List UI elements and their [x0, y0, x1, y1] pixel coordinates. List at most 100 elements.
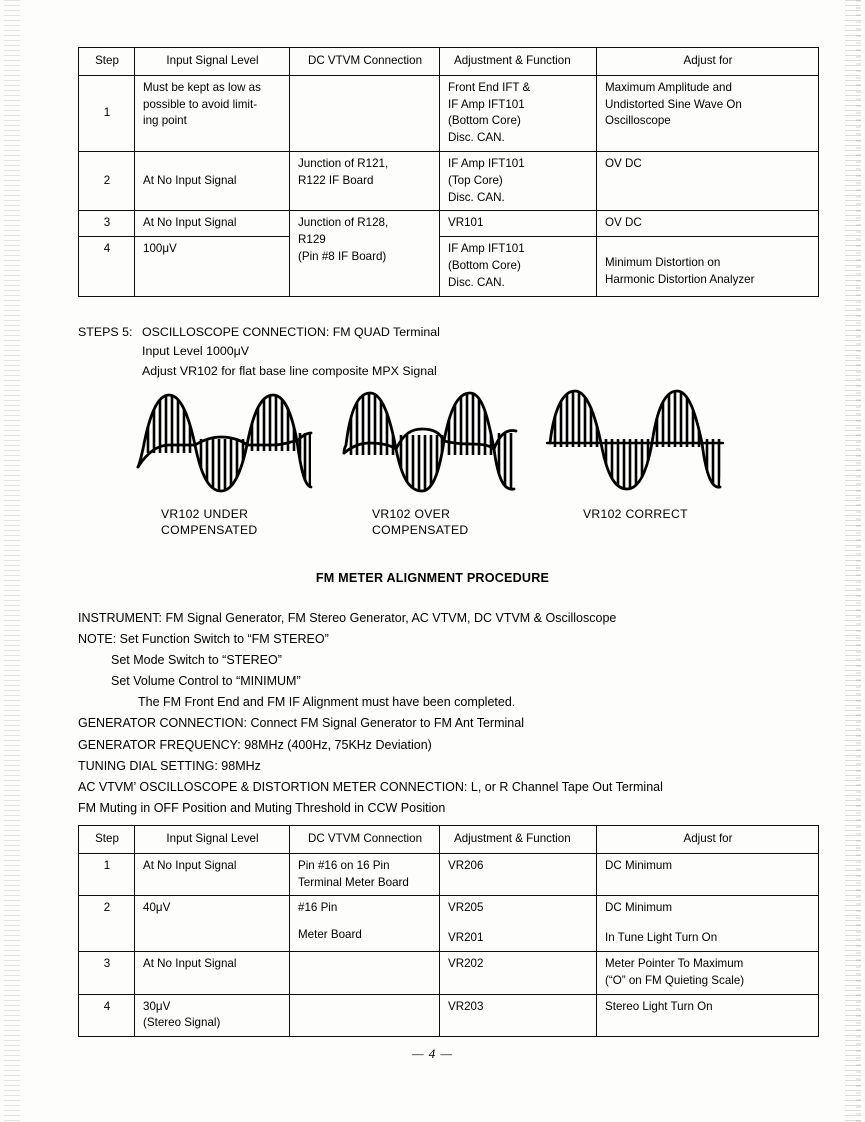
cell-dc-vtvm-connection — [289, 74, 440, 152]
col-header-step: Step — [78, 47, 135, 76]
note-line-2: Set Mode Switch to “STEREO” — [111, 653, 282, 668]
cell-adjust-for: Maximum Amplitude and Undistorted Sine W… — [596, 74, 819, 152]
generator-frequency-line: GENERATOR FREQUENCY: 98MHz (400Hz, 75KHz… — [78, 737, 432, 752]
note-line-3: Set Volume Control to “MINIMUM” — [111, 674, 301, 689]
cell-adjust-for: DC Minimum — [596, 852, 819, 897]
cell-adjustment-function: IF Amp IFT101 (Bottom Core) Disc. CAN. — [439, 236, 597, 297]
cell-input-signal-level: At No Input Signal — [134, 210, 290, 238]
waveform-under-compensated-icon — [136, 393, 313, 493]
cell-dc-vtvm-connection — [289, 993, 440, 1038]
table-row: 4 30μV (Stereo Signal) VR203 Stereo Ligh… — [78, 993, 819, 1038]
cell-input-signal-level: 100μV — [134, 236, 290, 297]
cell-adjustment-function: VR205 VR201 — [439, 895, 597, 952]
col-header-adjustment-function: Adjustment & Function — [439, 47, 597, 76]
scan-noise-right-margin — [845, 0, 861, 1122]
waveform-correct-icon — [545, 389, 725, 491]
cell-adjustment-function: VR101 — [439, 210, 597, 238]
cell-adjust-for: OV DC — [596, 150, 819, 212]
cell-input-signal-level: At No Input Signal — [134, 950, 290, 995]
col-header-adjust-for: Adjust for — [596, 825, 819, 854]
steps5-line-2: Input Level 1000μV — [78, 345, 440, 357]
cell-adjust-for: OV DC — [596, 210, 819, 238]
steps5-line-1: STEPS 5: OSCILLOSCOPE CONNECTION: FM QUAD… — [78, 325, 440, 339]
figure-caption-line2: COMPENSATED — [161, 522, 258, 537]
cell-dc-vtvm-connection: Pin #16 on 16 Pin Terminal Meter Board — [289, 852, 440, 897]
figure-caption-line1: VR102 CORRECT — [583, 507, 688, 521]
generator-connection-line: GENERATOR CONNECTION: Connect FM Signal … — [78, 716, 524, 731]
cell-input-signal-level: Must be kept as low as possible to avoid… — [134, 74, 290, 152]
figure-correct: VR102 CORRECT — [545, 383, 725, 523]
cell-dc-vtvm-connection-merged: Junction of R128, R129 (Pin #8 IF Board) — [289, 210, 440, 297]
cell-adjust-for: Meter Pointer To Maximum (“O” on FM Quie… — [596, 950, 819, 995]
steps5-adjust-instruction: Adjust VR102 for flat base line composit… — [142, 363, 437, 378]
steps5-label: STEPS 5: — [78, 325, 133, 339]
col-header-adjust-for: Adjust for — [596, 47, 819, 76]
cell-adjustment-function: VR202 — [439, 950, 597, 995]
table-row: 1 At No Input Signal Pin #16 on 16 Pin T… — [78, 852, 819, 897]
fm-muting-line: FM Muting in OFF Position and Muting Thr… — [78, 800, 446, 815]
col-header-dc-vtvm-connection: DC VTVM Connection — [289, 825, 440, 854]
cell-adjust-for: DC Minimum In Tune Light Turn On — [596, 895, 819, 952]
cell-step: 3 — [78, 210, 135, 238]
mpx-waveform-figures: VR102 UNDER COMPENSATED — [135, 383, 735, 543]
table-header-row: Step Input Signal Level DC VTVM Connecti… — [78, 47, 819, 76]
cell-input-signal-level: At No Input Signal — [134, 852, 290, 897]
cell-step: 1 — [78, 852, 135, 897]
table-row: 3 At No Input Signal Junction of R128, R… — [78, 210, 819, 297]
figure-caption-line1: VR102 UNDER — [161, 507, 249, 521]
figure-caption: VR102 CORRECT — [545, 507, 725, 523]
cell-adjustment-function: VR206 — [439, 852, 597, 897]
cell-step: 4 — [78, 236, 135, 297]
cell-dc-vtvm-connection: #16 Pin Meter Board — [289, 895, 440, 952]
scan-noise-left-margin — [4, 0, 20, 1122]
cell-adjustment-function: IF Amp IFT101 (Top Core) Disc. CAN. — [439, 150, 597, 212]
cell-adjust-for: Minimum Distortion on Harmonic Distortio… — [596, 236, 819, 297]
col-header-input-signal-level: Input Signal Level — [134, 47, 290, 76]
cell-step: 4 — [78, 993, 135, 1038]
figure-over-compensated: VR102 OVER COMPENSATED — [340, 383, 520, 538]
cell-input-signal-level: 30μV (Stereo Signal) — [134, 993, 290, 1038]
note-line-1: NOTE: Set Function Switch to “FM STEREO” — [78, 632, 329, 647]
cell-adjust-for: Stereo Light Turn On — [596, 993, 819, 1038]
meter-alignment-body: INSTRUMENT: FM Signal Generator, FM Ster… — [78, 612, 663, 823]
steps5-oscilloscope-connection: OSCILLOSCOPE CONNECTION: FM QUAD Termina… — [142, 325, 440, 339]
table-row: 1 Must be kept as low as possible to avo… — [78, 74, 819, 152]
figure-caption: VR102 UNDER COMPENSATED — [135, 507, 315, 538]
cell-dc-vtvm-connection — [289, 950, 440, 995]
col-header-adjustment-function: Adjustment & Function — [439, 825, 597, 854]
note-line-4: The FM Front End and FM IF Alignment mus… — [138, 695, 516, 710]
cell-adjustment-function: VR203 — [439, 993, 597, 1038]
waveform-over-compensated-icon — [342, 391, 518, 493]
cell-step: 2 — [78, 895, 135, 952]
cell-adjustment-function: Front End IFT & IF Amp IFT101 (Bottom Co… — [439, 74, 597, 152]
instrument-line: INSTRUMENT: FM Signal Generator, FM Ster… — [78, 611, 617, 625]
section-title-fm-meter-alignment: FM METER ALIGNMENT PROCEDURE — [315, 571, 550, 585]
vtvm-oscilloscope-connection-line: AC VTVM’ OSCILLOSCOPE & DISTORTION METER… — [78, 779, 663, 794]
cell-input-signal-level: At No Input Signal — [134, 150, 290, 212]
cell-step: 1 — [78, 74, 135, 152]
if-alignment-table: Step Input Signal Level DC VTVM Connecti… — [78, 47, 819, 297]
table-row: 2 At No Input Signal Junction of R121, R… — [78, 150, 819, 212]
scan-noise-right-edge — [856, 0, 861, 1122]
col-header-step: Step — [78, 825, 135, 854]
cell-step: 3 — [78, 950, 135, 995]
steps5-block: STEPS 5: OSCILLOSCOPE CONNECTION: FM QUAD… — [78, 326, 440, 384]
col-header-dc-vtvm-connection: DC VTVM Connection — [289, 47, 440, 76]
meter-alignment-table: Step Input Signal Level DC VTVM Connecti… — [78, 825, 819, 1038]
figure-caption-line1: VR102 OVER — [372, 507, 451, 521]
figure-under-compensated: VR102 UNDER COMPENSATED — [135, 383, 315, 538]
table-row: 3 At No Input Signal VR202 Meter Pointer… — [78, 950, 819, 995]
cell-dc-vtvm-connection: Junction of R121, R122 IF Board — [289, 150, 440, 212]
page-footer: — 4 — — [411, 1046, 454, 1061]
table-row: 4 100μV IF Amp IFT101 (Bottom Core) Disc… — [78, 236, 819, 297]
tuning-dial-setting-line: TUNING DIAL SETTING: 98MHz — [78, 758, 261, 773]
cell-step: 2 — [78, 150, 135, 212]
table-row: 2 40μV #16 Pin Meter Board VR205 VR201 D… — [78, 895, 819, 952]
figure-caption: VR102 OVER COMPENSATED — [340, 507, 520, 538]
cell-input-signal-level: 40μV — [134, 895, 290, 952]
col-header-input-signal-level: Input Signal Level — [134, 825, 290, 854]
steps5-line-3: Adjust VR102 for flat base line composit… — [78, 365, 440, 377]
table-header-row: Step Input Signal Level DC VTVM Connecti… — [78, 825, 819, 854]
steps5-input-level: Input Level 1000μV — [142, 344, 250, 359]
